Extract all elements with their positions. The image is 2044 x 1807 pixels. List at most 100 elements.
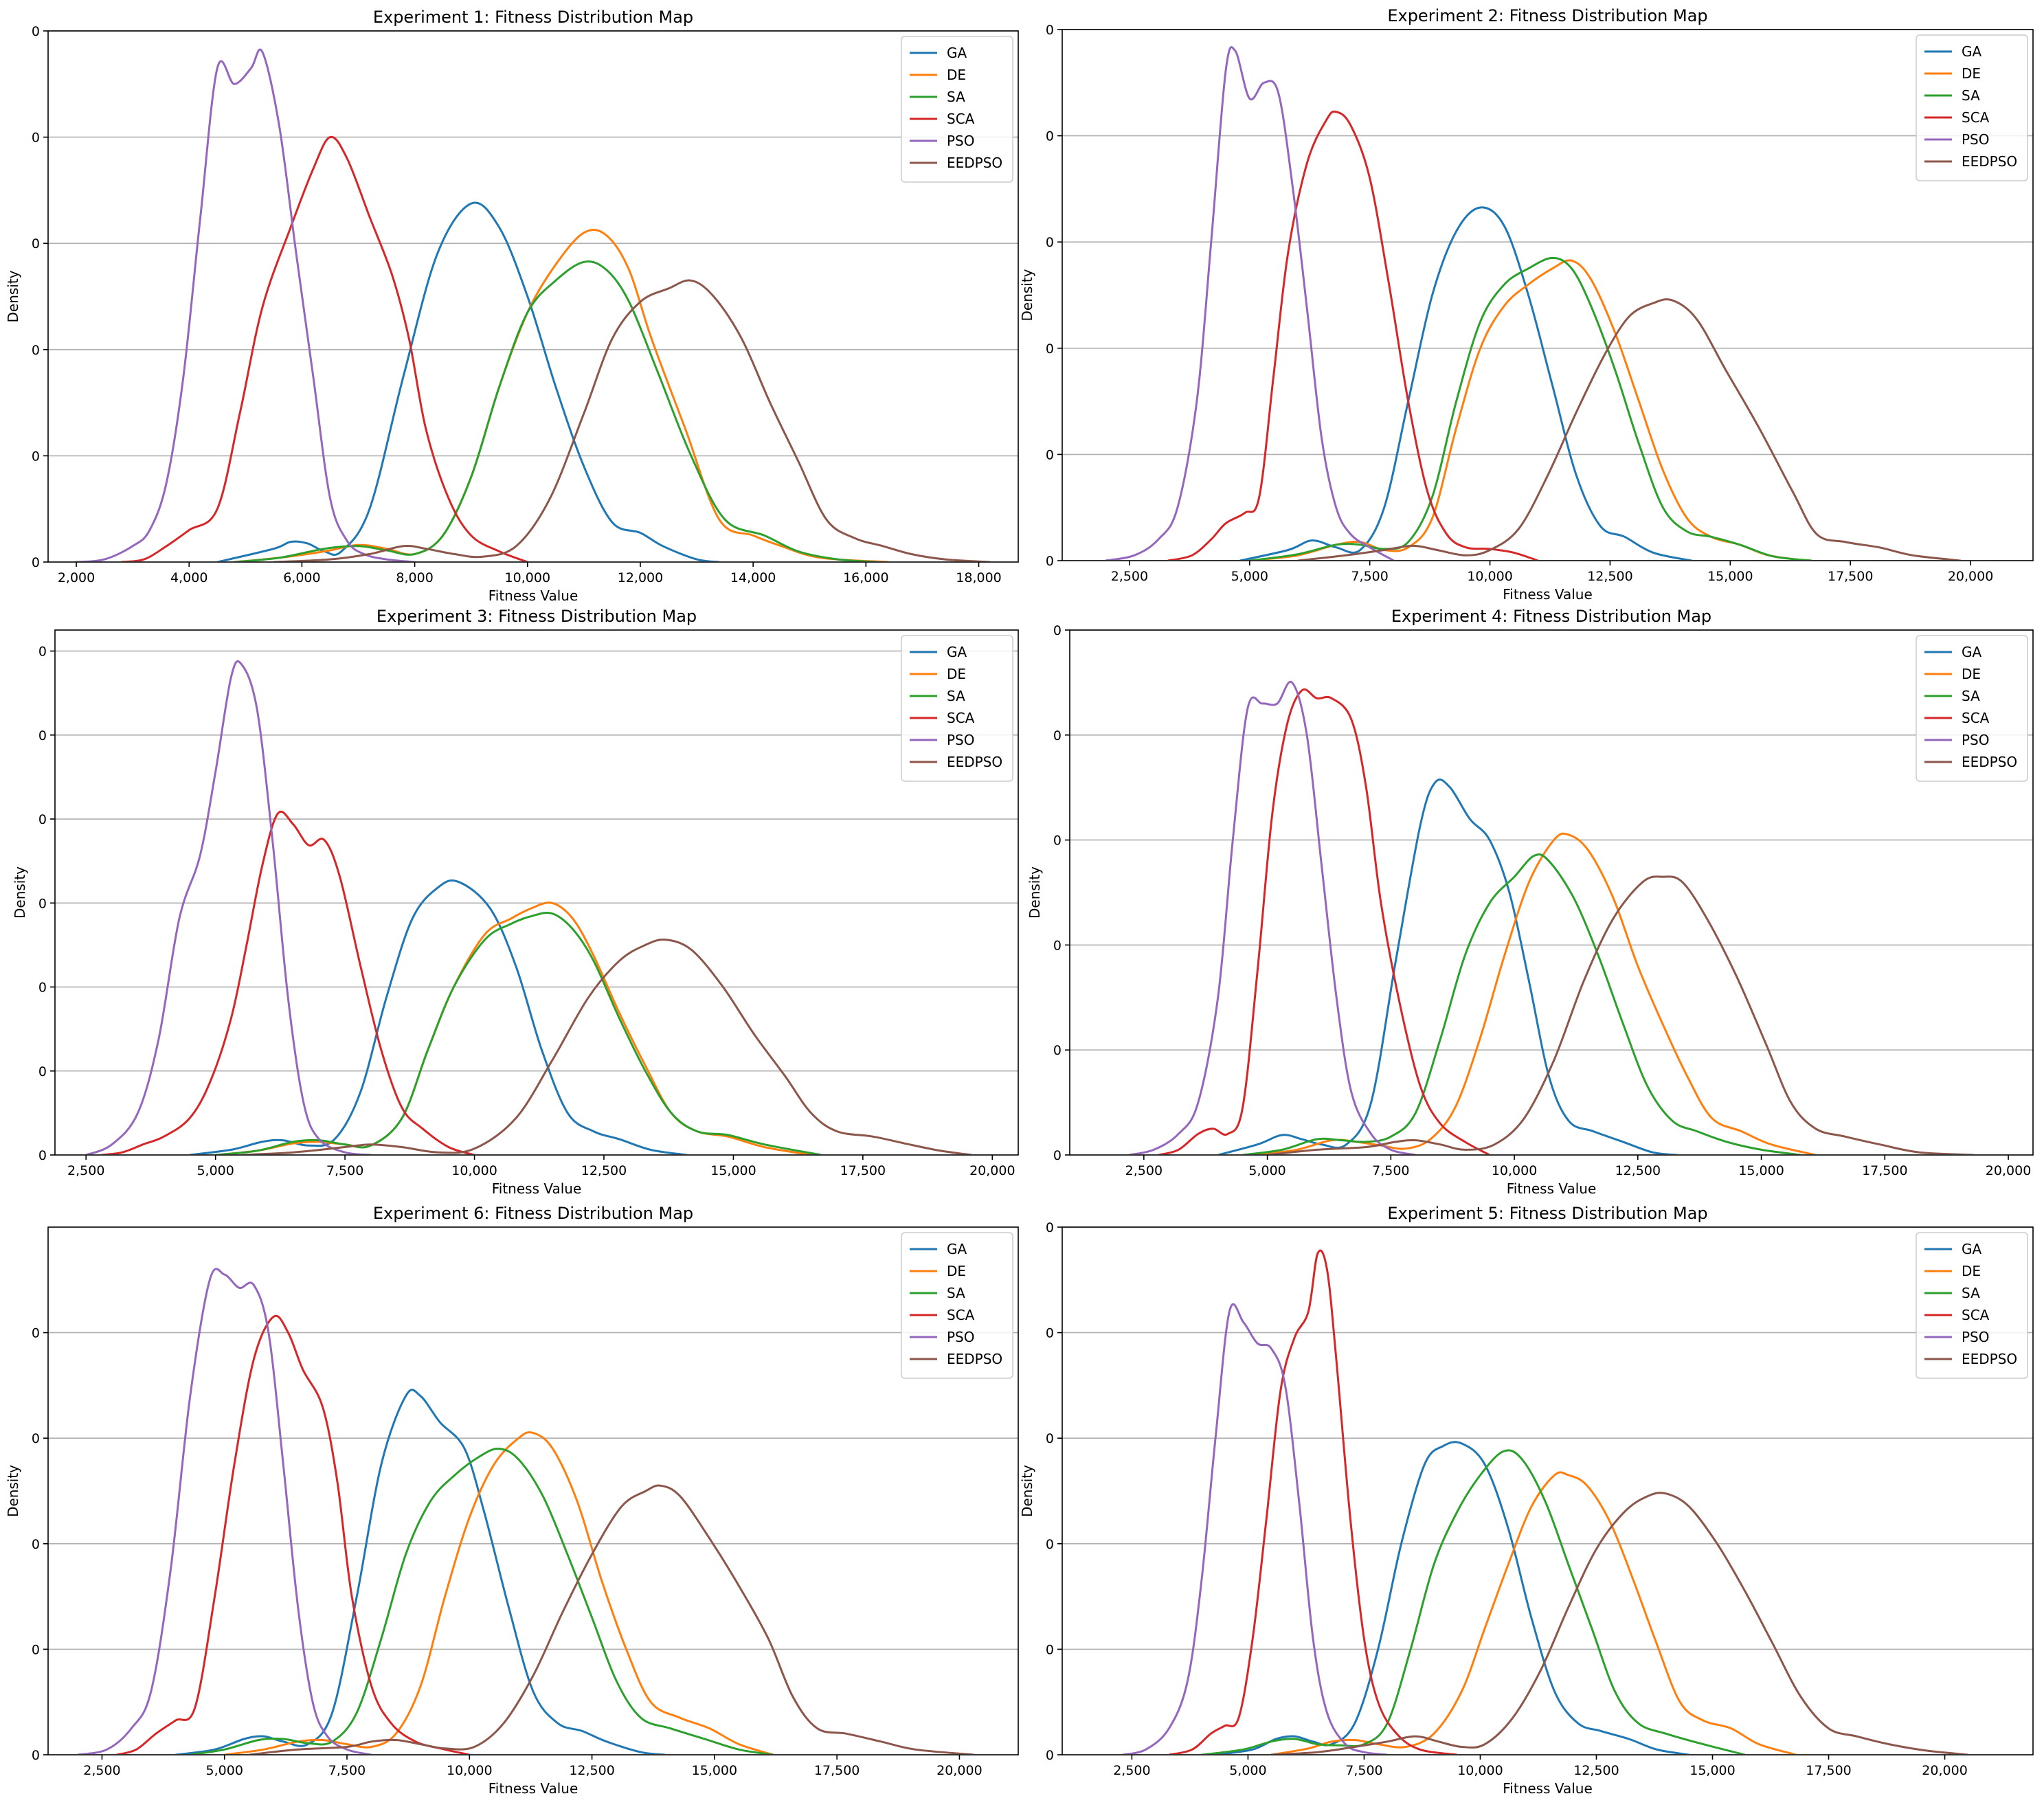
series-line-sa — [1201, 1449, 1746, 1754]
x-tick-label: 17,500 — [814, 1763, 860, 1778]
legend-label-sca: SCA — [947, 1307, 975, 1323]
y-tick-label: 0 — [1046, 447, 1054, 462]
y-tick-label: 0 — [32, 1431, 40, 1446]
legend-label-pso: PSO — [1962, 732, 1990, 748]
legend: GA DE SA SCA PSO EEDPSO — [1916, 34, 2028, 181]
x-tick-label: 8,000 — [396, 570, 433, 585]
chart-panel-4: 2,500 5,000 7,500 10,000 12,500 15,000 17,500 2… — [1026, 607, 2034, 1197]
x-tick-label: 7,500 — [1351, 569, 1388, 584]
x-tick-label: 10,000 — [1467, 569, 1512, 584]
series-line-pso — [85, 660, 371, 1154]
legend-label-ga: GA — [947, 45, 967, 61]
plot-frame — [54, 629, 1019, 1156]
x-tick-label: 5,000 — [196, 1163, 234, 1178]
x-tick-label: 20,000 — [1948, 569, 1993, 584]
legend-label-eedpso: EEDPSO — [947, 754, 1002, 770]
y-tick-label: 0 — [1046, 235, 1054, 250]
y-tick-label: 0 — [32, 1326, 40, 1341]
chart-title: Experiment 4: Fitness Distribution Map — [1391, 607, 1711, 626]
y-tick-label: 0 — [38, 812, 47, 827]
legend-label-ga: GA — [1962, 43, 1981, 60]
chart-title: Experiment 6: Fitness Distribution Map — [373, 1204, 693, 1223]
x-tick-label: 17,500 — [1806, 1763, 1851, 1778]
legend-label-sa: SA — [947, 1285, 965, 1301]
series-line-sca — [1169, 1249, 1457, 1754]
chart-panel-6: 2,500 5,000 7,500 10,000 12,500 15,000 17,500 2… — [1019, 1204, 2034, 1797]
chart-title: Experiment 1: Fitness Distribution Map — [373, 8, 693, 27]
series-line-eedpso — [1271, 1492, 1968, 1754]
x-tick-label: 2,500 — [1111, 569, 1148, 584]
y-tick-label: 0 — [1046, 23, 1054, 38]
y-tick-label: 0 — [1053, 1043, 1062, 1058]
x-axis-label: Fitness Value — [492, 1180, 582, 1197]
y-axis-label: Density — [1019, 269, 1035, 321]
legend-label-eedpso: EEDPSO — [947, 155, 1002, 171]
x-tick-label: 7,500 — [328, 1763, 366, 1778]
x-tick-label: 20,000 — [1986, 1163, 2031, 1178]
x-tick-label: 10,000 — [451, 1163, 497, 1178]
series-line-sa — [215, 911, 822, 1154]
y-tick-label: 0 — [32, 343, 40, 358]
legend-label-de: DE — [947, 666, 966, 682]
y-tick-label: 0 — [1053, 938, 1062, 953]
chart-title: Experiment 2: Fitness Distribution Map — [1387, 6, 1707, 25]
x-tick-label: 15,000 — [1689, 1763, 1735, 1778]
series-line-eedpso — [273, 279, 991, 561]
legend-label-sca: SCA — [1962, 1307, 1990, 1323]
x-axis-label: Fitness Value — [1503, 1780, 1593, 1797]
series-line-eedpso — [241, 939, 972, 1154]
y-tick-label: 0 — [32, 555, 40, 570]
y-tick-label: 0 — [1046, 1326, 1054, 1341]
series-line-eedpso — [1267, 875, 1974, 1154]
legend-label-sa: SA — [1962, 688, 1980, 704]
y-tick-label: 0 — [32, 1537, 40, 1552]
x-tick-label: 12,500 — [581, 1163, 627, 1178]
y-tick-label: 0 — [1046, 1642, 1054, 1657]
x-tick-label: 10,000 — [1457, 1763, 1503, 1778]
x-tick-label: 15,000 — [1707, 569, 1753, 584]
y-tick-label: 0 — [38, 1064, 47, 1079]
x-tick-label: 18,000 — [956, 570, 1001, 585]
x-tick-label: 12,500 — [1587, 569, 1632, 584]
x-tick-label: 5,000 — [206, 1763, 243, 1778]
legend-label-eedpso: EEDPSO — [947, 1351, 1002, 1367]
legend-label-sca: SCA — [1962, 710, 1990, 726]
y-tick-label: 0 — [38, 644, 47, 660]
x-tick-label: 7,500 — [1345, 1763, 1382, 1778]
x-tick-label: 7,500 — [326, 1163, 363, 1178]
y-tick-label: 0 — [1046, 1431, 1054, 1446]
x-tick-label: 12,500 — [569, 1763, 614, 1778]
x-tick-label: 5,000 — [1229, 1763, 1266, 1778]
x-tick-label: 5,000 — [1248, 1163, 1285, 1178]
legend: GA DE SA SCA PSO EEDPSO — [901, 635, 1013, 782]
series-line-sca — [1167, 110, 1538, 560]
x-tick-label: 2,500 — [1125, 1163, 1163, 1178]
series-line-sca — [121, 135, 528, 561]
series-line-ga — [175, 1389, 666, 1754]
plot-frame — [47, 1226, 1019, 1755]
legend-box — [901, 1232, 1013, 1379]
x-tick-label: 10,000 — [505, 570, 550, 585]
legend: GA DE SA SCA PSO EEDPSO — [901, 36, 1013, 183]
legend-label-de: DE — [1962, 65, 1981, 82]
legend: GA DE SA SCA PSO EEDPSO — [1916, 635, 2028, 782]
legend-label-pso: PSO — [947, 133, 975, 149]
legend-label-pso: PSO — [947, 732, 975, 748]
series-line-de — [234, 228, 889, 561]
x-tick-label: 17,500 — [1862, 1163, 1907, 1178]
legend-label-ga: GA — [947, 1241, 967, 1257]
y-tick-label: 0 — [38, 980, 47, 996]
chart-panel-2: 2,500 5,000 7,500 10,000 12,500 15,000 17,500 2… — [1019, 6, 2034, 603]
x-tick-label: 15,000 — [1738, 1163, 1784, 1178]
legend-label-pso: PSO — [1962, 131, 1990, 148]
legend-box — [1916, 635, 2028, 782]
legend-label-ga: GA — [1962, 1241, 1981, 1257]
x-tick-label: 2,500 — [83, 1763, 120, 1778]
y-tick-label: 0 — [32, 236, 40, 251]
y-axis-label: Density — [5, 1465, 21, 1517]
x-tick-label: 10,000 — [1492, 1163, 1537, 1178]
series-line-sca — [116, 1314, 470, 1754]
y-axis-label: Density — [1026, 866, 1043, 919]
y-tick-label: 0 — [1053, 833, 1062, 849]
x-axis-label: Fitness Value — [1507, 1180, 1597, 1197]
